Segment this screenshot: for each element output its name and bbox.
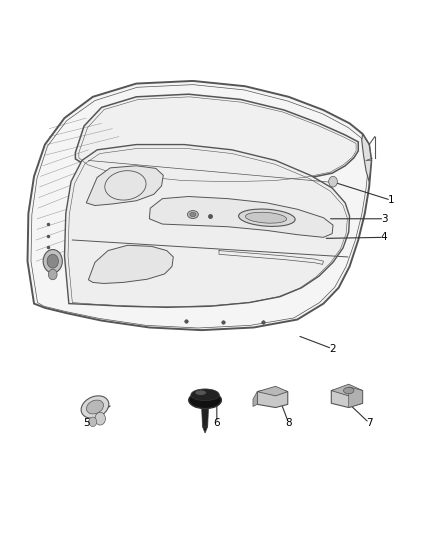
Circle shape: [47, 254, 58, 268]
Circle shape: [328, 176, 337, 187]
Ellipse shape: [195, 390, 206, 395]
Polygon shape: [253, 392, 257, 407]
Text: 5: 5: [83, 418, 89, 428]
Text: 4: 4: [380, 232, 387, 243]
Circle shape: [48, 269, 57, 280]
Polygon shape: [149, 197, 333, 237]
Polygon shape: [349, 387, 363, 408]
Polygon shape: [88, 245, 173, 284]
Text: 8: 8: [285, 418, 292, 428]
Ellipse shape: [189, 392, 221, 409]
Ellipse shape: [86, 400, 103, 414]
Circle shape: [43, 249, 62, 273]
Polygon shape: [64, 144, 350, 308]
Text: 6: 6: [213, 418, 220, 428]
Text: 3: 3: [381, 214, 388, 224]
Polygon shape: [201, 406, 208, 426]
Ellipse shape: [239, 209, 295, 227]
Polygon shape: [28, 81, 371, 330]
Text: 1: 1: [388, 195, 394, 205]
Ellipse shape: [190, 213, 196, 216]
Polygon shape: [331, 387, 363, 408]
Circle shape: [89, 417, 97, 426]
Polygon shape: [86, 166, 163, 206]
Ellipse shape: [245, 212, 286, 223]
Polygon shape: [257, 386, 288, 396]
Polygon shape: [75, 94, 358, 183]
Ellipse shape: [343, 387, 354, 394]
Ellipse shape: [187, 211, 198, 219]
Polygon shape: [202, 426, 208, 433]
Polygon shape: [331, 384, 363, 396]
Ellipse shape: [191, 389, 219, 401]
Text: 2: 2: [329, 344, 336, 354]
Text: 7: 7: [366, 418, 372, 428]
Circle shape: [95, 413, 106, 425]
Polygon shape: [257, 389, 288, 408]
Polygon shape: [362, 134, 371, 182]
Ellipse shape: [81, 396, 109, 418]
